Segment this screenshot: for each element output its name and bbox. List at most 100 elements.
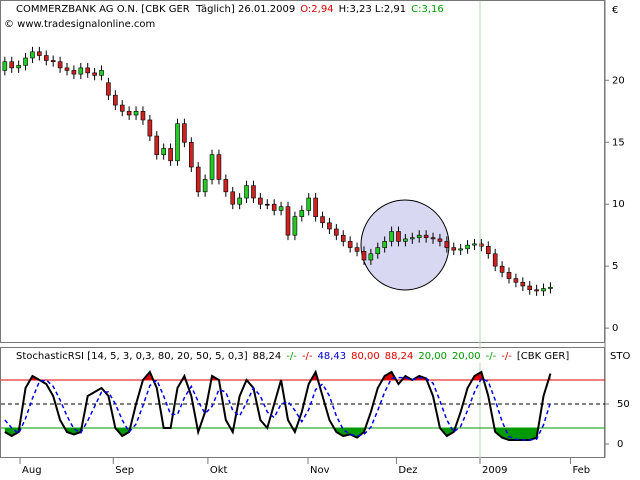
header-segment: 20,00 [418, 351, 447, 362]
candle-body [92, 72, 97, 76]
candle-body [147, 119, 153, 137]
candle-body [382, 241, 387, 248]
x-tick-label: Dez [398, 465, 417, 476]
candle-body [106, 82, 111, 96]
candle-body [57, 61, 63, 69]
header-segment: H:3,23 L:2,91 [339, 4, 407, 15]
x-tick-label: Nov [310, 465, 330, 476]
header: StochasticRSI [14, 5, 3, 0,3, 80, 20, 50… [16, 351, 569, 362]
candle-body [209, 154, 215, 180]
candle-body [534, 289, 539, 292]
candle-body [423, 234, 429, 238]
header-segment: [CBK GER] [517, 351, 569, 362]
y-tick-label: 10 [612, 199, 625, 210]
candle-body [306, 197, 312, 211]
y-tick-label: 0 [617, 439, 623, 450]
header-segment: C:3,16 [411, 4, 444, 15]
header-segment: -/- [286, 351, 297, 362]
candle-body [223, 179, 229, 193]
x-tick-label: Sep [115, 465, 134, 476]
candle-body [472, 243, 477, 246]
header-segment: StochasticRSI [14, 5, 3, 0,3, 80, 20, 50… [16, 351, 248, 362]
candle-body [541, 288, 546, 292]
candle-body [189, 141, 194, 168]
candle-body [64, 67, 70, 71]
source: © www.tradesignalonline.com [4, 19, 155, 30]
candle-body [154, 135, 160, 155]
candle-body [320, 216, 325, 224]
y-tick-label: 15 [612, 137, 625, 148]
y-tick-label: 50 [617, 399, 630, 410]
candle-body [50, 60, 56, 63]
header-background [2, 2, 562, 16]
candle-body [23, 57, 28, 66]
candle-body [465, 244, 470, 250]
candle-body [430, 237, 436, 240]
candle-body [389, 231, 394, 242]
candle-body [16, 65, 21, 69]
x-tick-label: Feb [572, 465, 590, 476]
candle-body [313, 197, 318, 217]
x-tick-label: Okt [210, 465, 228, 476]
candle-body [375, 247, 381, 255]
header-segment: 88,24 [253, 351, 282, 362]
candle-body [492, 253, 498, 267]
candle-body [195, 166, 201, 193]
candle-body [237, 197, 242, 205]
header-segment: 20,00 [452, 351, 481, 362]
candle-body [368, 253, 374, 261]
candle-body [43, 55, 49, 61]
header-segment: -/- [302, 351, 313, 362]
candle-body [161, 148, 166, 155]
candle-body [340, 234, 346, 242]
header: COMMERZBANK AG O.N. [CBK GER Täglich] 26… [16, 4, 444, 15]
candle-body [140, 110, 146, 121]
candle-body [361, 251, 367, 261]
candle-body [285, 206, 291, 236]
candle-body [334, 228, 339, 236]
candle-body [513, 278, 519, 283]
candle-body [444, 241, 450, 248]
candle-body [85, 67, 91, 74]
candle-body [499, 265, 505, 273]
candle-body [251, 185, 256, 199]
header-segment: -/- [501, 351, 512, 362]
candle-body [37, 51, 42, 56]
header-segment: COMMERZBANK AG O.N. [CBK GER Täglich] 26… [16, 4, 295, 15]
candle-body [403, 238, 408, 242]
header-segment: O:2,94 [300, 4, 333, 15]
candle-body [416, 234, 422, 238]
candle-body [347, 241, 353, 248]
candle-body [327, 222, 332, 230]
candle-body [451, 247, 457, 251]
candle-body [292, 216, 298, 236]
candle-body [113, 94, 118, 106]
candle-body [506, 272, 512, 279]
y-tick-label: 20 [612, 75, 625, 86]
candle-body [271, 203, 277, 211]
candle-body [396, 231, 401, 242]
candle-body [230, 191, 236, 205]
header-segment: 48,43 [317, 351, 346, 362]
candle-body [258, 197, 263, 205]
header-background [2, 349, 562, 363]
candle-body [9, 61, 15, 69]
candle-body [99, 70, 104, 76]
candle-body [527, 285, 533, 291]
candle-body [30, 51, 35, 59]
candle-body [485, 246, 491, 255]
candle-body [182, 123, 187, 143]
candle-body [479, 243, 484, 247]
candle-body [2, 61, 8, 71]
zone-fill [4, 428, 551, 440]
candle-body [216, 154, 222, 180]
candle-body [437, 238, 443, 242]
candle-body [410, 237, 415, 240]
candle-body [202, 179, 208, 193]
header-segment: 80,00 [351, 351, 380, 362]
candle-body [244, 185, 249, 199]
header-segment: 88,24 [385, 351, 414, 362]
candle-body [299, 210, 305, 217]
